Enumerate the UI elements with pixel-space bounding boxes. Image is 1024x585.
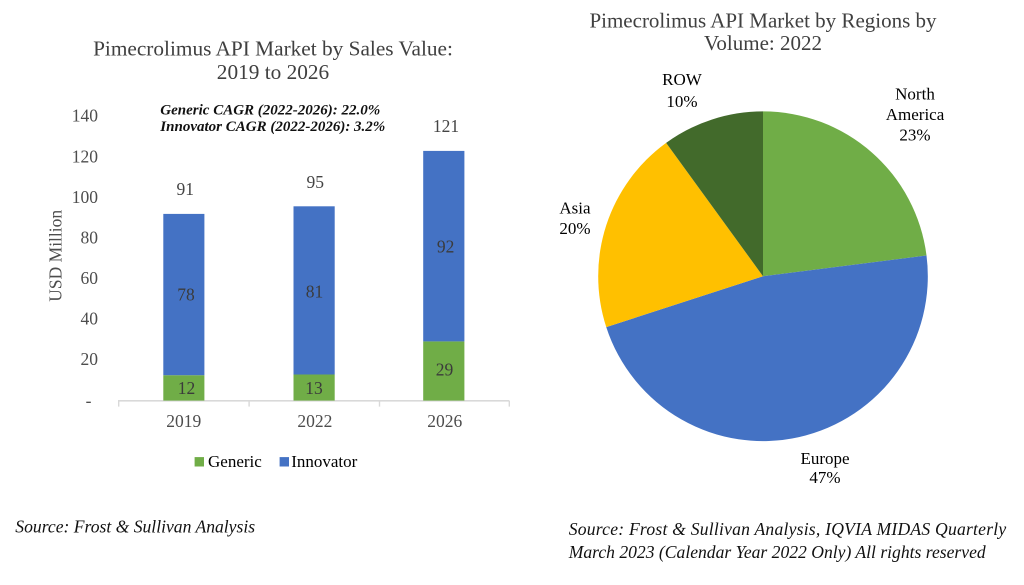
svg-text:78: 78 [177, 285, 195, 305]
svg-text:29: 29 [436, 360, 454, 380]
svg-text:95: 95 [306, 172, 324, 192]
svg-text:Asia: Asia [559, 198, 591, 217]
svg-text:Source: Frost & Sullivan Analy: Source: Frost & Sullivan Analysis, IQVIA… [569, 519, 1007, 539]
svg-text:80: 80 [81, 227, 99, 247]
svg-text:March 2023 (Calendar Year 2022: March 2023 (Calendar Year 2022 Only) All… [568, 542, 986, 562]
svg-text:100: 100 [72, 187, 99, 207]
svg-text:2026: 2026 [427, 411, 462, 431]
svg-text:20%: 20% [559, 219, 590, 238]
svg-text:92: 92 [437, 237, 455, 257]
svg-text:60: 60 [81, 268, 99, 288]
svg-text:13: 13 [305, 378, 323, 398]
svg-text:10%: 10% [666, 92, 697, 111]
svg-text:Generic CAGR (2022-2026): 22.0: Generic CAGR (2022-2026): 22.0% [160, 103, 380, 119]
svg-text:120: 120 [72, 146, 99, 166]
svg-text:Pimecrolimus API Market by Sal: Pimecrolimus API Market by Sales Value: [93, 37, 453, 61]
svg-text:Source: Frost & Sullivan Analy: Source: Frost & Sullivan Analysis [15, 517, 255, 537]
svg-text:47%: 47% [809, 468, 840, 487]
svg-text:Volume: 2022: Volume: 2022 [704, 31, 822, 55]
svg-text:121: 121 [433, 116, 459, 136]
svg-text:2022: 2022 [297, 411, 332, 431]
svg-text:ROW: ROW [662, 70, 703, 89]
svg-text:81: 81 [306, 281, 324, 301]
svg-text:20: 20 [81, 349, 99, 369]
svg-text:-: - [86, 391, 92, 411]
svg-text:40: 40 [81, 309, 99, 329]
svg-text:North: North [895, 84, 935, 103]
svg-text:Innovator CAGR (2022-2026): 3.: Innovator CAGR (2022-2026): 3.2% [159, 119, 385, 135]
svg-text:12: 12 [178, 378, 196, 398]
svg-text:23%: 23% [899, 125, 930, 144]
svg-text:USD Million: USD Million [46, 210, 66, 302]
svg-text:Generic: Generic [208, 452, 262, 471]
svg-text:Europe: Europe [800, 449, 849, 468]
svg-text:Pimecrolimus API Market by Reg: Pimecrolimus API Market by Regions by [589, 8, 937, 32]
svg-text:2019: 2019 [166, 411, 201, 431]
svg-text:140: 140 [72, 106, 99, 126]
svg-text:91: 91 [176, 179, 194, 199]
svg-text:America: America [886, 105, 945, 124]
svg-text:Innovator: Innovator [291, 452, 357, 471]
svg-text:2019 to 2026: 2019 to 2026 [217, 60, 330, 84]
